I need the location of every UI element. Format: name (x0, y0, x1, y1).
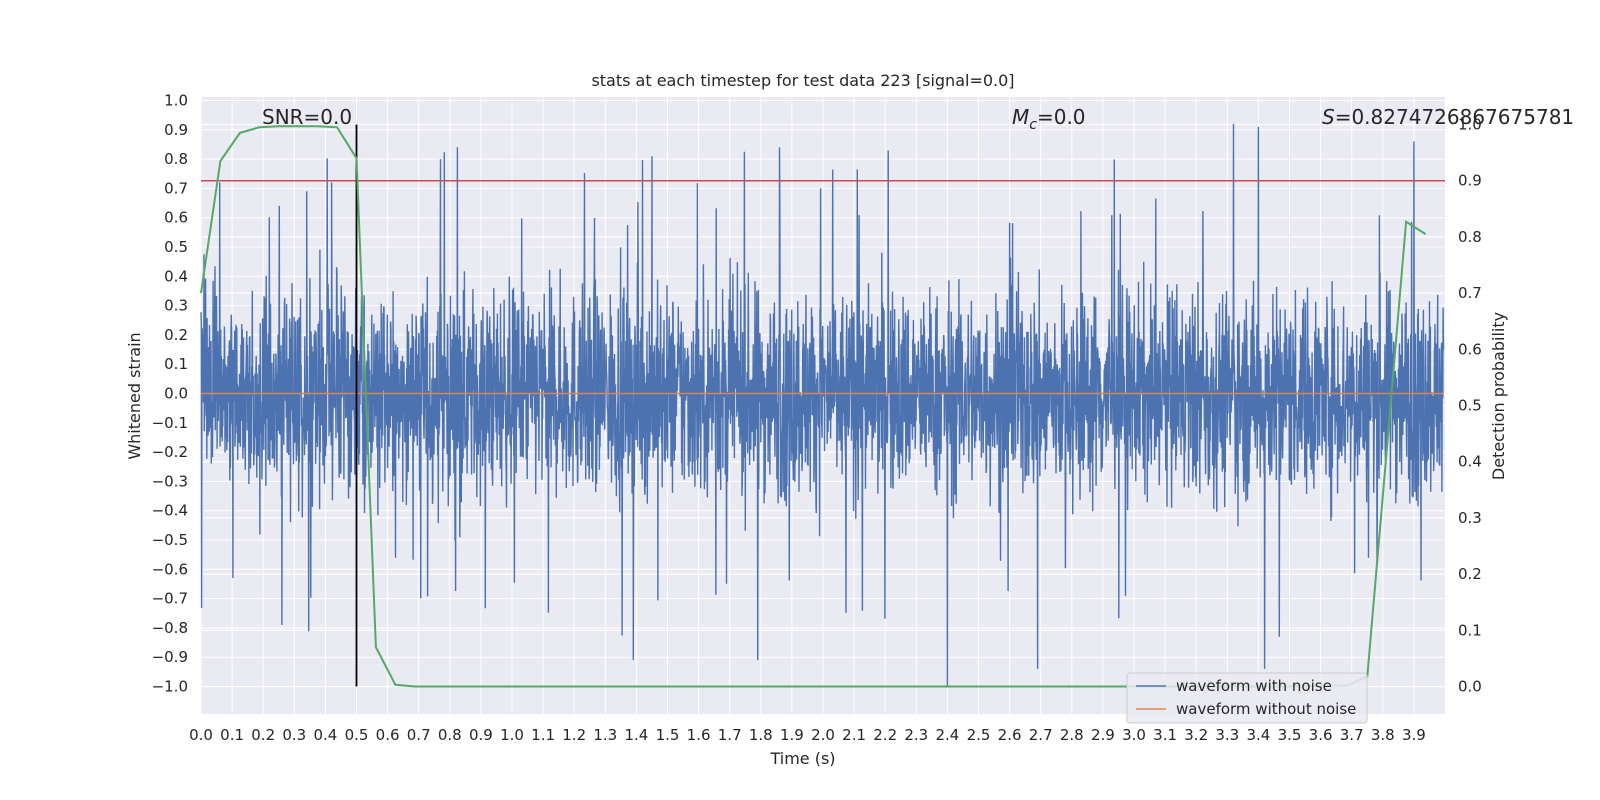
snr-annotation: SNR=0.0 (262, 105, 352, 129)
y-tick-label: 1.0 (164, 92, 188, 110)
y-tick-label: 0.5 (164, 238, 188, 256)
x-tick-label: 0.5 (345, 726, 369, 744)
chirp-mass-symbol: M (1012, 105, 1029, 129)
x-tick-label: 3.8 (1371, 726, 1395, 744)
y2-axis-label: Detection probability (1489, 312, 1508, 480)
x-tick-label: 1.2 (562, 726, 586, 744)
legend-label-clean: waveform without noise (1176, 700, 1356, 718)
x-tick-label: 2.8 (1060, 726, 1084, 744)
x-tick-label: 0.3 (282, 726, 306, 744)
x-tick-label: 1.3 (593, 726, 617, 744)
y-tick-label: −0.1 (152, 414, 188, 432)
x-tick-label: 3.7 (1340, 726, 1364, 744)
y-tick-label: −1.0 (152, 678, 188, 696)
y2-tick-label: 0.8 (1458, 228, 1482, 246)
score-symbol: S (1322, 105, 1335, 129)
x-tick-label: 0.1 (220, 726, 244, 744)
y-tick-label: 0.1 (164, 355, 188, 373)
y2-tick-label: 0.6 (1458, 340, 1482, 358)
x-tick-label: 1.6 (687, 726, 711, 744)
x-axis-label: Time (s) (769, 749, 835, 768)
x-tick-label: 0.9 (469, 726, 493, 744)
series-waveform-with-noise (200, 123, 1445, 687)
x-tick-label: 1.8 (749, 726, 773, 744)
x-tick-label: 1.9 (780, 726, 804, 744)
chart-title: stats at each timestep for test data 223… (591, 71, 1014, 90)
x-tick-label: 2.9 (1091, 726, 1115, 744)
x-tick-label: 2.2 (873, 726, 897, 744)
x-tick-label: 1.4 (624, 726, 648, 744)
x-tick-label: 2.5 (967, 726, 991, 744)
y-tick-label: 0.3 (164, 297, 188, 315)
x-tick-label: 2.6 (998, 726, 1022, 744)
score-value: =0.8274726867675781 (1335, 105, 1574, 129)
noisy-waveform-line (200, 123, 1445, 687)
y-tick-label: 0.0 (164, 385, 188, 403)
x-tick-label: 0.0 (189, 726, 213, 744)
y-tick-label: −0.2 (152, 443, 188, 461)
x-tick-label: 2.1 (842, 726, 866, 744)
x-tick-label: 3.0 (1122, 726, 1146, 744)
y-tick-label: −0.3 (152, 472, 188, 490)
x-tick-label: 2.7 (1029, 726, 1053, 744)
y-tick-label: −0.7 (152, 590, 188, 608)
x-tick-label: 0.6 (376, 726, 400, 744)
x-tick-label: 3.3 (1215, 726, 1239, 744)
legend: waveform with noise waveform without noi… (1126, 672, 1368, 724)
x-tick-label: 2.4 (935, 726, 959, 744)
y-tick-label: 0.4 (164, 267, 188, 285)
x-tick-label: 3.2 (1184, 726, 1208, 744)
y2-tick-label: 0.9 (1458, 172, 1482, 190)
y2-tick-label: 0.7 (1458, 284, 1482, 302)
x-tick-label: 0.8 (438, 726, 462, 744)
x-tick-label: 3.5 (1278, 726, 1302, 744)
y-tick-label: −0.5 (152, 531, 188, 549)
chirp-mass-subscript: c (1029, 117, 1037, 133)
legend-label-noisy: waveform with noise (1176, 677, 1332, 695)
y-tick-label: 0.6 (164, 209, 188, 227)
x-tick-label: 1.7 (718, 726, 742, 744)
y2-tick-label: 0.4 (1458, 453, 1482, 471)
y2-tick-label: 1.0 (1458, 116, 1482, 134)
x-tick-label: 1.0 (500, 726, 524, 744)
x-tick-label: 1.5 (656, 726, 680, 744)
x-tick-label: 0.7 (407, 726, 431, 744)
x-tick-label: 2.3 (904, 726, 928, 744)
y2-tick-label: 0.2 (1458, 565, 1482, 583)
y-tick-label: −0.4 (152, 502, 188, 520)
x-axis-ticks: 0.0 0.1 0.2 0.3 0.4 0.5 0.6 0.7 0.8 0.9 1.0 1.1 1.2 1… (189, 726, 1426, 744)
y-tick-label: 0.7 (164, 179, 188, 197)
x-tick-label: 1.1 (531, 726, 555, 744)
y-axis-ticks: 1.0 0.9 0.8 0.7 0.6 0.5 0.4 0.3 0.2 0.1 0.0 −0.1 −0.… (152, 92, 188, 696)
score-annotation: S=0.8274726867675781 (1322, 105, 1574, 129)
legend-box (1126, 672, 1368, 724)
x-tick-label: 3.6 (1309, 726, 1333, 744)
x-tick-label: 2.0 (811, 726, 835, 744)
x-tick-label: 3.4 (1246, 726, 1270, 744)
y2-tick-label: 0.1 (1458, 621, 1482, 639)
y-tick-label: −0.9 (152, 648, 188, 666)
y-axis-label: Whitened strain (125, 332, 144, 459)
y2-tick-label: 0.3 (1458, 509, 1482, 527)
y-tick-label: −0.8 (152, 619, 188, 637)
y-tick-label: −0.6 (152, 560, 188, 578)
chirp-mass-value: =0.0 (1037, 105, 1086, 129)
y2-tick-label: 0.0 (1458, 678, 1482, 696)
x-tick-label: 3.1 (1153, 726, 1177, 744)
y-tick-label: 0.8 (164, 150, 188, 168)
x-tick-label: 0.4 (313, 726, 337, 744)
y-tick-label: 0.2 (164, 326, 188, 344)
chirp-mass-annotation: Mc=0.0 (1012, 105, 1086, 133)
y-tick-label: 0.9 (164, 121, 188, 139)
y2-axis-ticks: 1.0 0.9 0.8 0.7 0.6 0.5 0.4 0.3 0.2 0.1 0.0 (1458, 116, 1482, 696)
x-tick-label: 0.2 (251, 726, 275, 744)
y2-tick-label: 0.5 (1458, 397, 1482, 415)
x-tick-label: 3.9 (1402, 726, 1426, 744)
